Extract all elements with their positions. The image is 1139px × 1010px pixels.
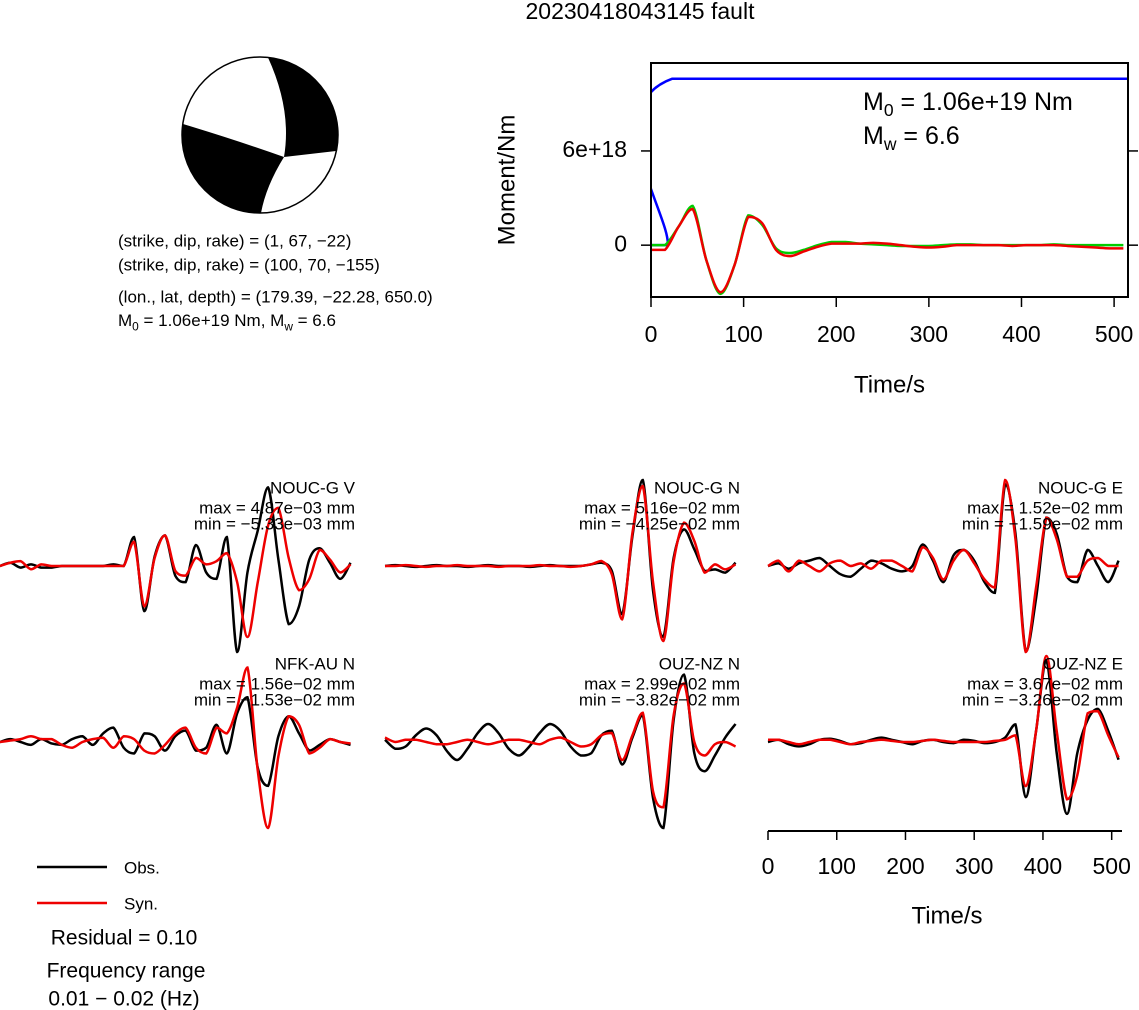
frequency-range: 0.01 − 0.02 (Hz): [48, 988, 199, 1010]
x-tick-label: 400: [1024, 853, 1062, 879]
x-tick-label: 100: [724, 321, 762, 347]
figure-title: 20230418043145 fault: [526, 0, 756, 24]
max-label: max = 4.87e−03 mm: [199, 498, 355, 517]
x-tick-label: 100: [818, 853, 856, 879]
moment-annotation: M0 = 1.06e+19 Nm: [863, 88, 1073, 120]
focal-line: (strike, dip, rake) = (100, 70, −155): [118, 255, 380, 274]
focal-line: (strike, dip, rake) = (1, 67, −22): [118, 231, 351, 250]
beachball-compression: [182, 124, 284, 214]
synthetic-trace: [0, 666, 351, 830]
min-label: min = −4.25e−02 mm: [579, 514, 740, 533]
y-tick-label: 0: [614, 230, 627, 256]
text-segment: = 6.6: [896, 122, 959, 150]
x-tick-label: 500: [1095, 321, 1133, 347]
station-label: OUZ-NZ N: [659, 654, 740, 673]
min-label: min = −3.26e−02 mm: [962, 690, 1123, 709]
residual: Residual = 0.10: [51, 927, 198, 950]
station-label: OUZ-NZ E: [1043, 654, 1123, 673]
text-segment: M: [863, 122, 884, 150]
synthetic-trace: [767, 478, 1119, 654]
max-label: max = 5.16e−02 mm: [584, 498, 740, 517]
synthetic-trace: [768, 654, 1120, 801]
y-tick-label: 6e+18: [562, 136, 627, 162]
synthetic-trace: [384, 484, 737, 643]
x-tick-label: 500: [1093, 853, 1131, 879]
max-label: max = 1.56e−02 mm: [199, 674, 355, 693]
x-tick-label: 200: [817, 321, 855, 347]
text-segment: M: [118, 311, 132, 330]
subscript: 0: [132, 320, 139, 334]
moment-summary: M0 = 1.06e+19 Nm, Mw = 6.6: [118, 311, 336, 333]
beachball: [181, 56, 339, 214]
synthetic-trace: [384, 682, 737, 809]
legend-label: Syn.: [124, 894, 158, 913]
x-tick-label: 300: [910, 321, 948, 347]
text-segment: = 1.06e+19 Nm: [894, 88, 1073, 116]
min-label: min = −5.33e−03 mm: [194, 514, 355, 533]
min-label: min = −1.53e−02 mm: [194, 690, 355, 709]
text-segment: = 1.06e+19 Nm, M: [139, 311, 285, 330]
max-label: max = 2.99e−02 mm: [584, 674, 740, 693]
x-tick-label: 400: [1002, 321, 1040, 347]
moment-curve: [651, 207, 1124, 294]
subscript: 0: [884, 100, 894, 120]
station-label: NOUC-G V: [270, 478, 356, 497]
station-label: NOUC-G E: [1038, 478, 1123, 497]
x-tick-label: 0: [762, 853, 775, 879]
x-tick-label: 0: [645, 321, 658, 347]
y-axis-label: Moment/Nm: [493, 115, 520, 246]
legend-label: Obs.: [124, 858, 160, 877]
x-tick-label: 200: [886, 853, 924, 879]
max-label: max = 1.52e−02 mm: [967, 498, 1123, 517]
x-axis-label: Time/s: [854, 371, 925, 398]
station-label: NOUC-G N: [654, 478, 740, 497]
x-tick-label: 300: [955, 853, 993, 879]
beachball-compression: [268, 57, 338, 157]
focal-line: (lon., lat, depth) = (179.39, −22.28, 65…: [118, 287, 433, 306]
station-label: NFK-AU N: [275, 654, 355, 673]
subscript: w: [283, 320, 293, 334]
plot-frame: [650, 62, 1129, 298]
frequency-title: Frequency range: [47, 960, 206, 983]
min-label: min = −3.82e−02 mm: [579, 690, 740, 709]
text-segment: = 6.6: [293, 311, 336, 330]
moment-annotation: Mw = 6.6: [863, 122, 960, 154]
synthetic-trace: [0, 506, 352, 639]
text-segment: M: [863, 88, 884, 116]
min-label: min = −1.59e−02 mm: [962, 514, 1123, 533]
subscript: w: [883, 134, 897, 154]
x-axis-label: Time/s: [911, 902, 982, 929]
max-label: max = 3.67e−02 mm: [967, 674, 1123, 693]
